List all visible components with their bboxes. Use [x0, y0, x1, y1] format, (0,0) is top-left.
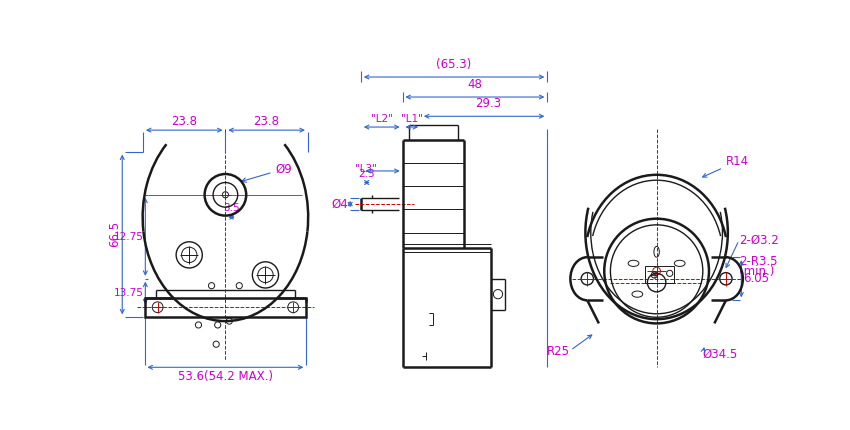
Text: R25: R25	[547, 345, 570, 358]
Text: Ø34.5: Ø34.5	[703, 348, 738, 361]
Text: 3.5: 3.5	[224, 203, 240, 213]
Text: 2-R3.5: 2-R3.5	[739, 255, 778, 268]
Bar	[645, 266, 674, 283]
Text: +: +	[650, 270, 658, 281]
Text: 48: 48	[468, 78, 482, 91]
Text: 6.05: 6.05	[744, 272, 769, 285]
Text: Ø4: Ø4	[331, 197, 348, 211]
Text: "L3": "L3"	[354, 164, 377, 175]
Text: R14: R14	[703, 155, 749, 177]
Text: 2-Ø3.2: 2-Ø3.2	[739, 234, 779, 247]
Text: (min.): (min.)	[739, 264, 774, 277]
Text: (65.3): (65.3)	[437, 58, 472, 71]
Text: 53.6(54.2 MAX.): 53.6(54.2 MAX.)	[178, 370, 273, 384]
Text: "L1": "L1"	[401, 114, 422, 124]
Text: 23.8: 23.8	[253, 115, 279, 128]
Text: 29.3: 29.3	[475, 97, 501, 110]
Text: Ø9: Ø9	[241, 163, 292, 182]
Text: 23.8: 23.8	[172, 115, 197, 128]
Text: 66.5: 66.5	[108, 221, 121, 247]
Text: "L2": "L2"	[371, 114, 393, 124]
Text: 13.75: 13.75	[114, 288, 144, 298]
Bar	[144, 298, 306, 317]
Text: 2.3: 2.3	[359, 169, 375, 179]
Text: 12.75: 12.75	[114, 232, 144, 242]
